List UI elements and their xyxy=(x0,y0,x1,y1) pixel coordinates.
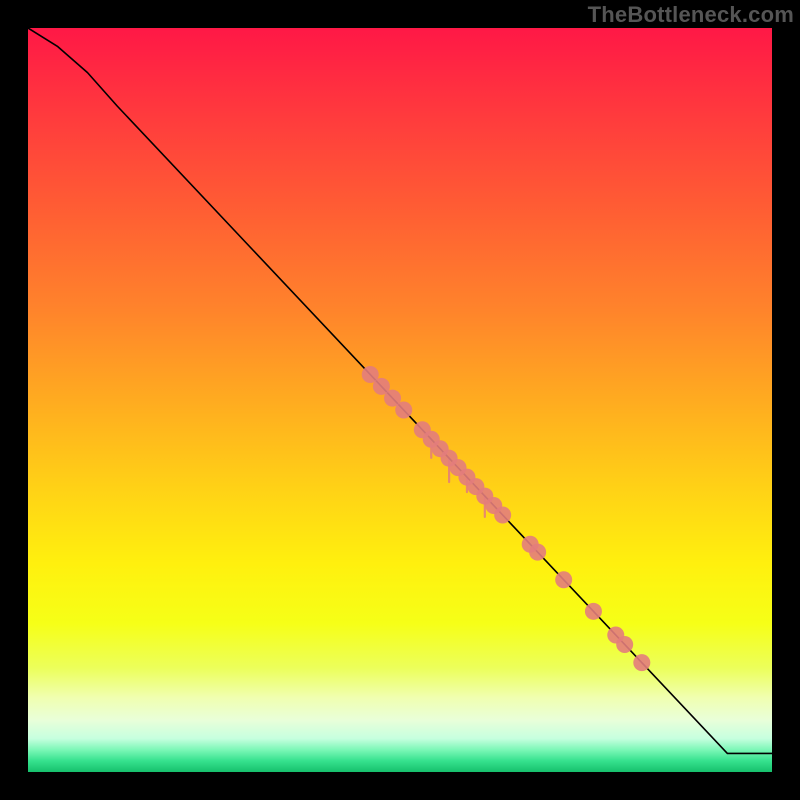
watermark-text: TheBottleneck.com xyxy=(588,2,794,28)
scatter-point xyxy=(529,544,546,561)
scatter-point xyxy=(585,603,602,620)
scatter-point xyxy=(494,507,511,524)
plot-area xyxy=(28,28,772,772)
scatter-point xyxy=(633,654,650,671)
chart-stage: TheBottleneck.com xyxy=(0,0,800,800)
scatter-point xyxy=(555,571,572,588)
chart-svg xyxy=(28,28,772,772)
scatter-point xyxy=(395,402,412,419)
scatter-point xyxy=(616,636,633,653)
